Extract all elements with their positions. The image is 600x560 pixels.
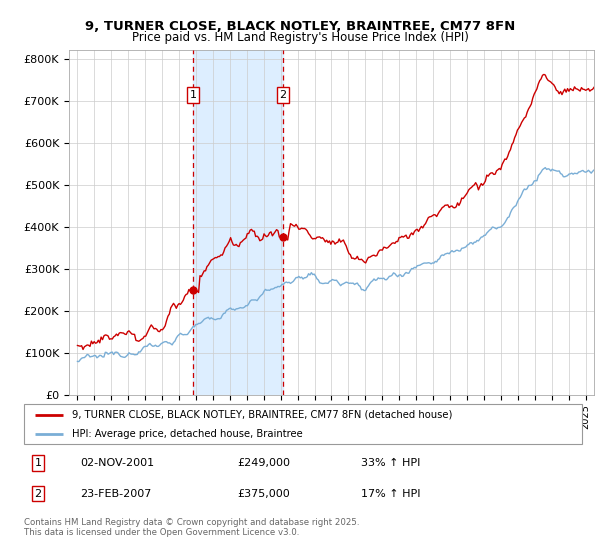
Text: 17% ↑ HPI: 17% ↑ HPI [361, 488, 420, 498]
Text: 33% ↑ HPI: 33% ↑ HPI [361, 458, 420, 468]
Text: 23-FEB-2007: 23-FEB-2007 [80, 488, 151, 498]
FancyBboxPatch shape [24, 404, 582, 445]
Text: 2: 2 [34, 488, 41, 498]
Text: 2: 2 [280, 90, 287, 100]
Text: £249,000: £249,000 [237, 458, 290, 468]
Text: 02-NOV-2001: 02-NOV-2001 [80, 458, 154, 468]
Text: Price paid vs. HM Land Registry's House Price Index (HPI): Price paid vs. HM Land Registry's House … [131, 31, 469, 44]
Text: HPI: Average price, detached house, Braintree: HPI: Average price, detached house, Brai… [71, 429, 302, 439]
Text: Contains HM Land Registry data © Crown copyright and database right 2025.
This d: Contains HM Land Registry data © Crown c… [24, 518, 359, 538]
Bar [193, 50, 283, 395]
Text: £375,000: £375,000 [237, 488, 290, 498]
Text: 9, TURNER CLOSE, BLACK NOTLEY, BRAINTREE, CM77 8FN: 9, TURNER CLOSE, BLACK NOTLEY, BRAINTREE… [85, 20, 515, 32]
Text: 1: 1 [190, 90, 197, 100]
Text: 9, TURNER CLOSE, BLACK NOTLEY, BRAINTREE, CM77 8FN (detached house): 9, TURNER CLOSE, BLACK NOTLEY, BRAINTREE… [71, 409, 452, 419]
Text: 1: 1 [35, 458, 41, 468]
